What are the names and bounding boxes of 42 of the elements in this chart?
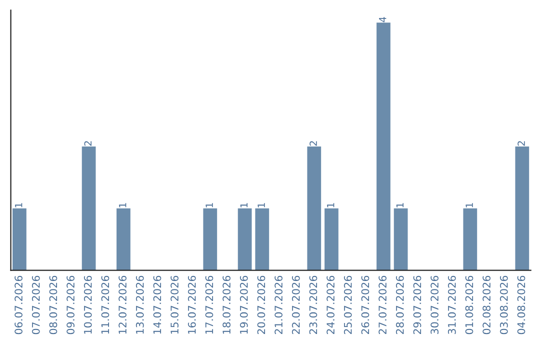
data-label: 1 — [258, 203, 265, 208]
data-label: 2 — [518, 141, 525, 146]
x-tick-label: 17.07.2026 — [205, 276, 214, 334]
x-tick-label: 02.08.2026 — [482, 276, 491, 334]
x-tick-label: 26.07.2026 — [361, 276, 370, 334]
x-tick-label: 24.07.2026 — [326, 276, 334, 334]
data-label: 2 — [84, 141, 92, 146]
data-label: 1 — [119, 203, 126, 208]
x-tick-label: 22.07.2026 — [292, 276, 300, 334]
x-tick-label: 18.07.2026 — [222, 276, 230, 334]
x-tick-label: 31.07.2026 — [448, 276, 456, 334]
data-label: 1 — [15, 203, 22, 208]
data-label: 1 — [240, 203, 248, 208]
x-tick-label: 10.07.2026 — [84, 276, 92, 334]
x-tick-label: 16.07.2026 — [188, 276, 196, 334]
x-tick-label: 27.07.2026 — [378, 276, 387, 334]
x-tick-label: 15.07.2026 — [170, 276, 178, 334]
x-tick-label: 25.07.2026 — [344, 276, 352, 334]
x-tick-label: 30.07.2026 — [430, 276, 439, 334]
x-tick-label: 14.07.2026 — [153, 276, 162, 334]
x-tick-label: 23.07.2026 — [309, 276, 318, 334]
x-tick-label: 29.07.2026 — [413, 276, 422, 334]
x-tick-label: 01.08.2026 — [465, 276, 474, 334]
x-tick-label: 12.07.2026 — [118, 276, 126, 334]
x-tick-label: 20.07.2026 — [257, 276, 266, 334]
x-tick-label: 08.07.2026 — [49, 276, 58, 334]
x-tick-label: 07.07.2026 — [32, 276, 40, 334]
x-tick-label: 06.07.2026 — [14, 276, 22, 334]
x-tick-label: 19.07.2026 — [240, 276, 248, 334]
x-tick-label: 21.07.2026 — [274, 276, 282, 334]
x-tick-label: 04.08.2026 — [517, 276, 526, 334]
x-tick-label: 03.08.2026 — [500, 276, 508, 334]
x-tick-label: 09.07.2026 — [66, 276, 74, 334]
x-tick-label: 11.07.2026 — [101, 276, 110, 334]
data-label: 1 — [327, 203, 334, 208]
data-label: 1 — [206, 203, 213, 208]
x-tick-label: 13.07.2026 — [136, 276, 144, 334]
data-label: 2 — [310, 141, 317, 146]
data-label: 4 — [379, 16, 386, 22]
data-label: 1 — [466, 203, 473, 208]
x-tick-label: 28.07.2026 — [396, 276, 404, 334]
data-label: 1 — [396, 203, 404, 208]
